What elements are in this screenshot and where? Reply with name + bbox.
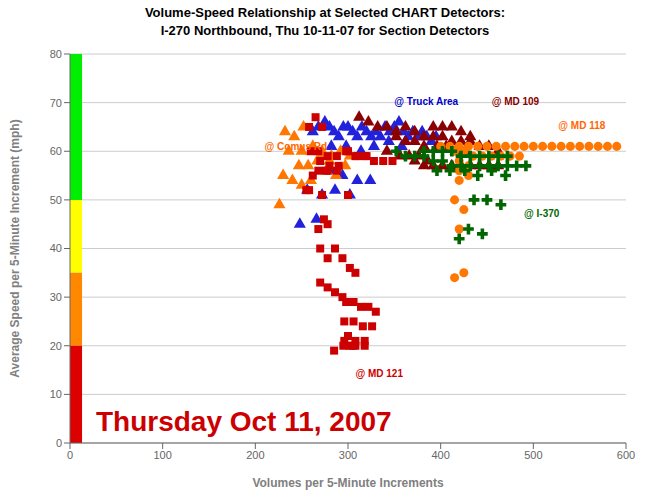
svg-text:80: 80 (50, 48, 62, 60)
html-text:Volume-Speed Relationship at S: Volume-Speed Relationship at Selected CH… (144, 5, 506, 20)
svg-text:@ MD 109: @ MD 109 (492, 96, 540, 107)
svg-text:60: 60 (50, 145, 62, 157)
svg-text:@ MD 121: @ MD 121 (355, 368, 403, 379)
svg-text:Thursday Oct 11, 2007: Thursday Oct 11, 2007 (96, 406, 392, 437)
svg-text:100: 100 (153, 449, 171, 461)
svg-text:20: 20 (50, 340, 62, 352)
html-text:I-270 Northbound, Thu 10-11-07: I-270 Northbound, Thu 10-11-07 for Secti… (160, 23, 490, 38)
svg-text:10: 10 (50, 388, 62, 400)
svg-text:70: 70 (50, 97, 62, 109)
svg-text:@ I-370: @ I-370 (524, 208, 560, 219)
svg-text:0: 0 (56, 437, 62, 449)
svg-text:@ MD 118: @ MD 118 (558, 120, 605, 131)
svg-text:30: 30 (50, 291, 62, 303)
svg-text:Volumes per 5-Minute Increment: Volumes per 5-Minute Increments (252, 476, 443, 490)
svg-text:300: 300 (339, 449, 357, 461)
svg-text:400: 400 (431, 449, 449, 461)
svg-text:40: 40 (50, 242, 62, 254)
svg-text:200: 200 (246, 449, 264, 461)
svg-text:500: 500 (524, 449, 542, 461)
svg-text:0: 0 (67, 449, 73, 461)
svg-text:50: 50 (50, 194, 62, 206)
svg-text:@ Truck Area: @ Truck Area (394, 96, 458, 107)
svg-text:600: 600 (617, 449, 635, 461)
svg-text:@ Comus Rd: @ Comus Rd (265, 141, 328, 152)
svg-text:Average Speed per 5-Minute Inc: Average Speed per 5-Minute Increment (mp… (8, 119, 22, 377)
